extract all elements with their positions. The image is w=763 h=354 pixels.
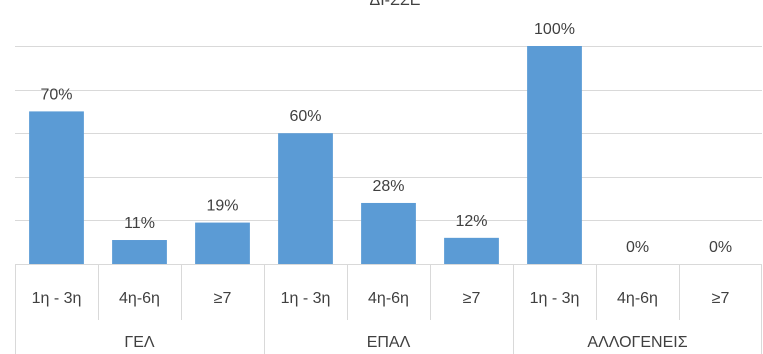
chart-title: ΔΙ-ΣΣΕ (370, 0, 421, 9)
category-axis: 1η - 3η 4η-6η ≥7 ΓΕΛ 1η - 3η 4η-6η ≥7 ΕΠΑΛ 1η - … (15, 264, 762, 354)
value-labels: 70% 11% 19% 60% 28% 12% 100% 0% 0% (40, 21, 732, 256)
group-label: ΕΠΑΛ (367, 334, 411, 351)
data-label: 60% (289, 108, 321, 125)
bar (195, 222, 250, 264)
bar (29, 111, 84, 265)
bar (527, 46, 582, 264)
bar (444, 237, 499, 264)
data-label: 28% (372, 178, 404, 195)
x-tick-label: ≥7 (463, 290, 481, 307)
gridlines (15, 46, 762, 221)
group-label: ΑΛΛΟΓΕΝΕΙΣ (587, 334, 687, 351)
bar (278, 133, 333, 264)
x-tick-label: 1η - 3η (32, 290, 82, 307)
x-tick-label: 4η-6η (368, 290, 409, 307)
data-label: 0% (626, 239, 649, 256)
group-label: ΓΕΛ (124, 334, 154, 351)
data-label: 19% (206, 198, 238, 215)
x-tick-label: 1η - 3η (530, 290, 580, 307)
data-label: 12% (455, 213, 487, 230)
data-label: 11% (124, 215, 155, 232)
data-label: 100% (534, 21, 575, 38)
data-label: 0% (709, 239, 732, 256)
x-tick-label: ≥7 (712, 290, 730, 307)
data-label: 70% (40, 86, 72, 103)
x-tick-label: 1η - 3η (281, 290, 331, 307)
bars (29, 46, 582, 265)
x-tick-label: 4η-6η (119, 290, 160, 307)
bar (361, 202, 416, 264)
bar (112, 240, 167, 264)
x-tick-label: 4η-6η (617, 290, 658, 307)
x-tick-label: ≥7 (214, 290, 232, 307)
